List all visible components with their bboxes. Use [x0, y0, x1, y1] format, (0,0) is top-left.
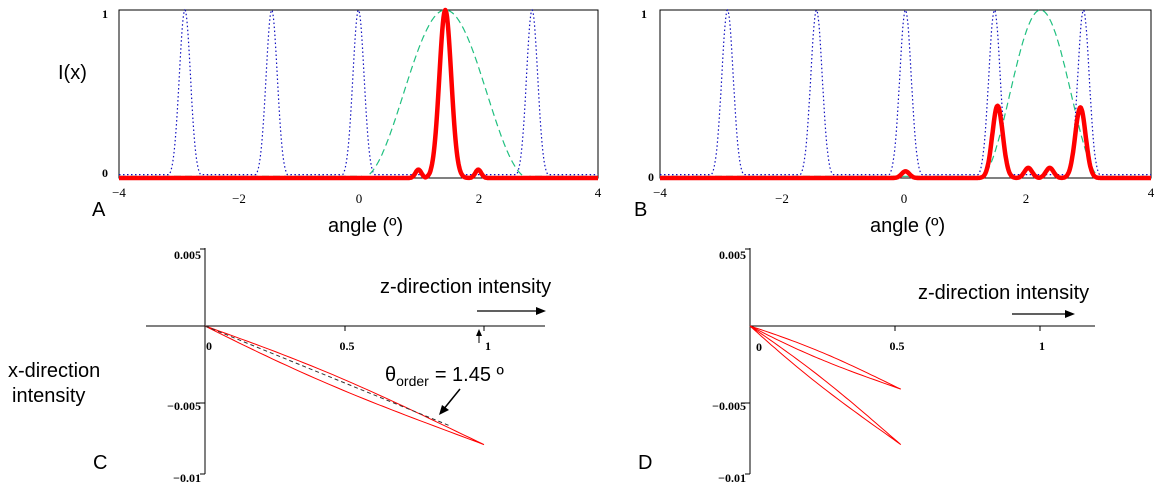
- plot-frame-b: [659, 9, 1152, 179]
- ytick-c-m0005: −0.005: [167, 399, 201, 413]
- series-a-dotted-line: [119, 8, 598, 176]
- xtick-b-m4: −4: [653, 185, 667, 200]
- panel-label-d: D: [638, 452, 652, 474]
- order-direction-line-c: [204, 325, 451, 427]
- annotation-theta-sub: order: [396, 373, 429, 389]
- xtick-a-4: 4: [595, 185, 602, 200]
- ylabel-a: I(x): [58, 62, 87, 84]
- title-arrowhead-c: [536, 307, 546, 315]
- annotation-arrowhead-c: [439, 405, 449, 415]
- annotation-theta-symbol: θ: [385, 364, 396, 386]
- xtick-d-05: 0.5: [890, 339, 905, 353]
- xtick-b-2: 2: [1023, 191, 1030, 206]
- plot-d-traces: [749, 325, 902, 446]
- series-b-solid-line: [658, 103, 1153, 181]
- xlabel-a: angle (º): [328, 215, 403, 237]
- title-arrowhead-d: [1065, 310, 1075, 318]
- annotation-theta-value: = 1.45 º: [435, 364, 505, 386]
- ylabel-c-word-1: x-direction: [8, 360, 100, 382]
- panel-a: 1 0 −4 −2 0 2 4 I(x) angle (º) A: [58, 7, 602, 237]
- panel-b: 1 0 −4 −2 0 2 4 angle (º) B: [634, 7, 1155, 237]
- ytick-a-1: 1: [102, 7, 108, 21]
- xtick-b-0: 0: [901, 191, 908, 206]
- xtick-b-4: 4: [1148, 185, 1155, 200]
- xtick-c-0: 0: [206, 339, 212, 353]
- xtick-b-m2: −2: [775, 191, 789, 206]
- lobe-d-2: [749, 325, 902, 446]
- xtick-a-0: 0: [356, 191, 363, 206]
- xtick-d-0: 0: [756, 340, 762, 354]
- series-b-dashed-line: [660, 9, 1151, 179]
- plot-a-traces: [117, 7, 600, 181]
- panel-label-a: A: [92, 199, 106, 221]
- ytick-d-0005: 0.005: [719, 248, 746, 262]
- title-c: z-direction intensity: [380, 276, 551, 298]
- ytick-b-1: 1: [641, 7, 647, 21]
- ytick-d-m001: −0.01: [718, 471, 746, 485]
- xtick-c-1: 1: [485, 339, 491, 353]
- lobe-c: [204, 325, 485, 446]
- panel-label-c: C: [93, 452, 107, 474]
- annotation-arrow-c: [442, 388, 461, 411]
- annotation-theta: θorder = 1.45 º: [385, 364, 505, 389]
- xlabel-b: angle (º): [870, 215, 945, 237]
- series-b-dotted-line: [660, 8, 1151, 176]
- panel-label-b: B: [634, 199, 647, 221]
- ytick-c-m001: −0.01: [173, 471, 201, 485]
- ytick-d-m0005: −0.005: [712, 399, 746, 413]
- panel-c: 0.005 −0.005 −0.01 0 0.5 1 z-direction i…: [8, 248, 551, 485]
- small-arrowhead-c: [476, 329, 482, 336]
- xtick-d-1: 1: [1039, 339, 1045, 353]
- plot-c-traces: [204, 325, 485, 446]
- ytick-b-0: 0: [648, 170, 654, 184]
- xtick-a-2: 2: [476, 191, 483, 206]
- ytick-a-0: 0: [102, 166, 108, 180]
- title-d: z-direction intensity: [918, 282, 1089, 304]
- xtick-c-05: 0.5: [340, 339, 355, 353]
- series-a-solid-line: [117, 7, 600, 181]
- plot-b-traces: [658, 8, 1153, 181]
- ylabel-c-word-2: intensity: [12, 385, 85, 407]
- panel-d: 0.005 −0.005 −0.01 0 0.5 1 z-direction i…: [638, 248, 1095, 485]
- ylabel-c-line1: x-direction intensity: [8, 360, 100, 407]
- ytick-c-0005: 0.005: [174, 248, 201, 262]
- xtick-a-m2: −2: [232, 191, 246, 206]
- lobe-d-1: [749, 325, 902, 390]
- xtick-a-m4: −4: [112, 185, 126, 200]
